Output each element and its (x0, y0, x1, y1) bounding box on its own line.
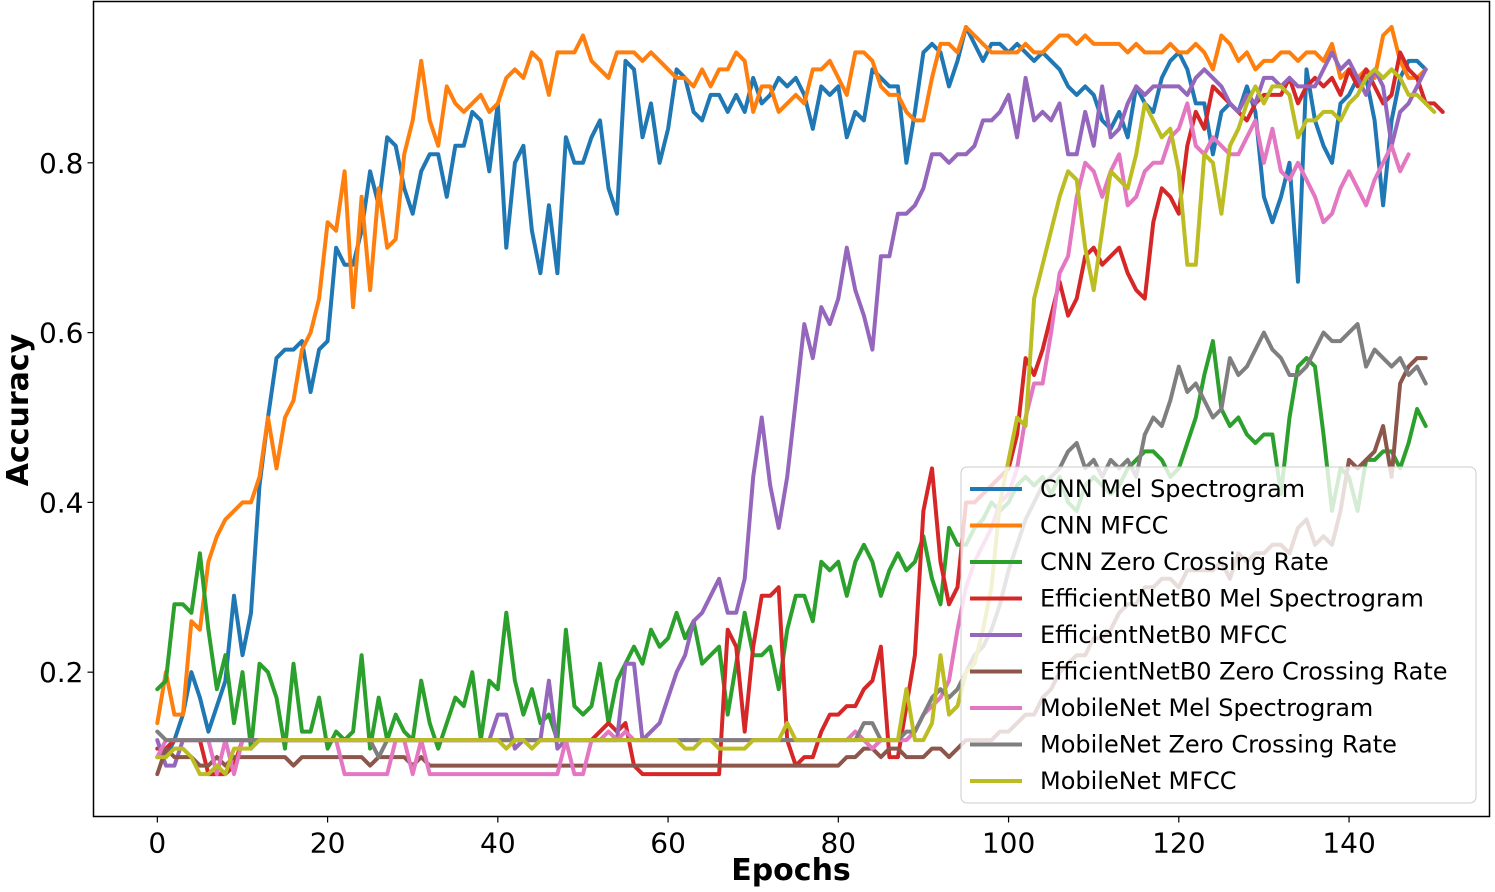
x-tick-label: 60 (650, 827, 686, 860)
x-axis-ticks: 0 20 40 60 80 100 120 140 (148, 816, 1376, 860)
series-line-0 (155, 25, 1428, 760)
legend: CNN Mel Spectrogram CNN MFCC CNN Zero Cros… (960, 466, 1477, 804)
legend-label-7: MobileNet Zero Crossing Rate (1040, 731, 1397, 759)
y-tick-label: 0.2 (39, 656, 84, 689)
x-tick-label: 80 (820, 827, 856, 860)
series-line-2 (155, 339, 1428, 751)
legend-label-0: CNN Mel Spectrogram (1040, 475, 1305, 503)
legend-label-3: EfficientNetB0 Mel Spectrogram (1040, 585, 1424, 613)
y-axis-label: Accuracy (1, 333, 36, 486)
series-layer (155, 25, 1445, 777)
legend-label-6: MobileNet Mel Spectrogram (1040, 694, 1373, 722)
legend-label-1: CNN MFCC (1040, 512, 1168, 540)
x-tick-label: 140 (1322, 827, 1375, 860)
plot-frame (92, 0, 1491, 818)
legend-label-5: EfficientNetB0 Zero Crossing Rate (1040, 658, 1448, 686)
x-tick-label: 120 (1152, 827, 1205, 860)
x-tick-label: 100 (982, 827, 1035, 860)
legend-box (960, 466, 1477, 804)
y-tick-label: 0.8 (39, 147, 84, 180)
series-line-8 (155, 67, 1437, 777)
y-tick-label: 0.6 (39, 317, 84, 350)
legend-label-2: CNN Zero Crossing Rate (1040, 548, 1329, 576)
legend-label-4: EfficientNetB0 MFCC (1040, 621, 1287, 649)
x-axis-label: Epochs (731, 853, 851, 888)
series-line-1 (155, 25, 1428, 726)
x-tick-label: 20 (310, 827, 346, 860)
y-axis-ticks: 0.2 0.4 0.6 0.8 (39, 147, 94, 689)
x-tick-label: 40 (480, 827, 516, 860)
y-tick-label: 0.4 (39, 486, 84, 519)
legend-label-8: MobileNet MFCC (1040, 767, 1237, 795)
x-tick-label: 0 (148, 827, 166, 860)
